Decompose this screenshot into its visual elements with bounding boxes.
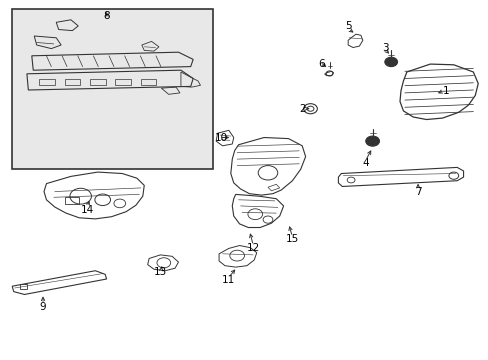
Text: 10: 10 xyxy=(214,132,227,143)
Bar xyxy=(64,197,79,204)
Text: 14: 14 xyxy=(80,204,94,215)
Bar xyxy=(64,79,80,85)
Text: 13: 13 xyxy=(153,267,167,277)
Text: 2: 2 xyxy=(298,104,305,114)
Bar xyxy=(12,9,212,169)
Text: 5: 5 xyxy=(344,21,351,31)
Text: 12: 12 xyxy=(246,243,260,253)
Text: 4: 4 xyxy=(362,158,368,168)
Bar xyxy=(141,79,156,85)
Text: 15: 15 xyxy=(285,234,299,244)
Text: 6: 6 xyxy=(318,59,325,69)
Text: 1: 1 xyxy=(442,86,448,96)
Text: 3: 3 xyxy=(381,42,388,53)
Bar xyxy=(115,79,131,85)
Circle shape xyxy=(365,136,379,146)
Bar xyxy=(90,79,105,85)
Circle shape xyxy=(384,57,397,67)
Bar xyxy=(39,79,55,85)
Text: 7: 7 xyxy=(414,186,421,197)
Text: 9: 9 xyxy=(40,302,46,312)
Text: 11: 11 xyxy=(222,275,235,285)
Bar xyxy=(12,9,212,169)
Bar xyxy=(20,284,27,289)
Text: 8: 8 xyxy=(103,11,110,21)
